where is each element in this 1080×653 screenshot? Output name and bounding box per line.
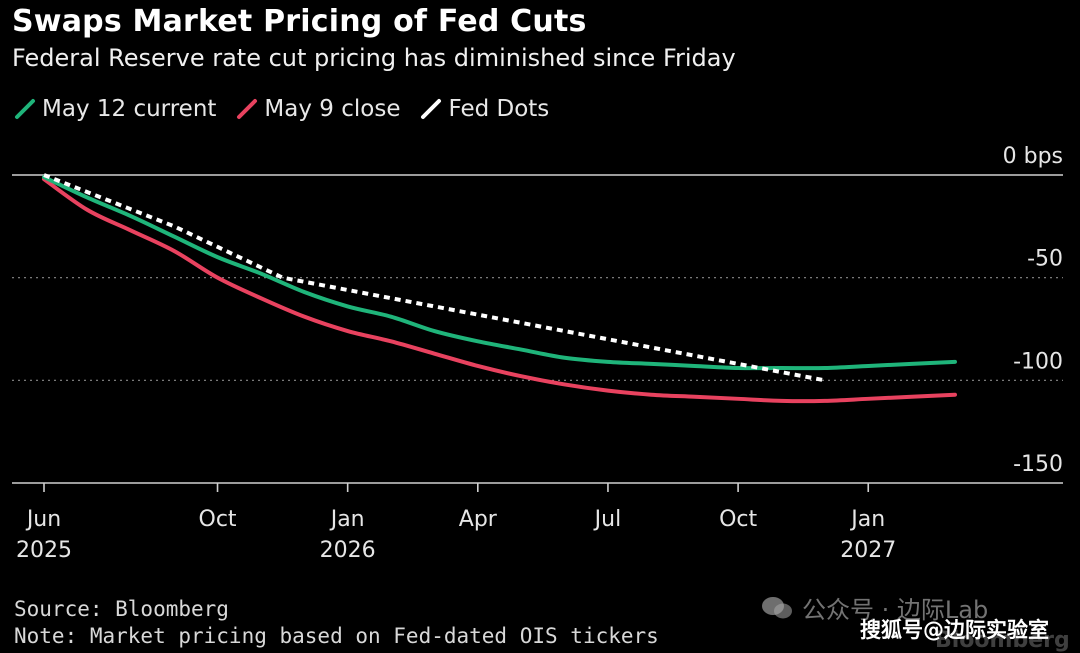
legend-swatch-may9 [237, 99, 258, 119]
y-tick-label: -50 [1027, 247, 1063, 272]
chart-subtitle: Federal Reserve rate cut pricing has dim… [12, 44, 736, 72]
legend-item-may9: May 9 close [236, 96, 400, 122]
legend-label-may12: May 12 current [42, 96, 217, 122]
legend: May 12 current May 9 close Fed Dots [14, 96, 549, 122]
wechat-icon [762, 596, 792, 618]
legend-swatch-fed-dots [421, 99, 442, 119]
legend-label-may9: May 9 close [264, 96, 401, 122]
x-tick-label: Jan [849, 507, 885, 532]
chart-title: Swaps Market Pricing of Fed Cuts [12, 4, 587, 39]
x-tick-year-label: 2026 [320, 538, 376, 563]
series-line-may-12-current [42, 175, 957, 371]
legend-item-may12: May 12 current [14, 96, 216, 122]
x-tick-year-label: 2025 [16, 538, 72, 563]
x-tick-label: Jun [25, 507, 61, 532]
legend-item-fed-dots: Fed Dots [420, 96, 549, 122]
wechat-watermark-text: 公众号 · 边际Lab [802, 596, 989, 624]
series-line-fed-dots [43, 173, 826, 383]
y-tick-label: -150 [1013, 452, 1063, 477]
wechat-watermark: 公众号 · 边际Lab [760, 590, 988, 625]
legend-swatch-may12 [15, 99, 35, 119]
x-tick-label: Jul [593, 507, 622, 532]
y-tick-label: -100 [1013, 349, 1063, 374]
x-tick-year-label: 2027 [840, 538, 896, 563]
series-line-may-9-close [42, 177, 957, 404]
bloomberg-logo: Bloomberg [935, 628, 1070, 653]
methodology-note: Note: Market pricing based on Fed-dated … [14, 624, 659, 648]
x-tick-label: Oct [719, 507, 757, 532]
legend-label-fed-dots: Fed Dots [448, 96, 550, 122]
x-tick-label: Apr [459, 507, 498, 532]
source-note: Source: Bloomberg [14, 597, 229, 621]
sohu-watermark: 搜狐号@边际实验室 [860, 618, 1049, 642]
x-tick-label: Oct [199, 507, 237, 532]
y-tick-label: 0 bps [1003, 144, 1063, 169]
x-tick-label: Jan [329, 507, 365, 532]
